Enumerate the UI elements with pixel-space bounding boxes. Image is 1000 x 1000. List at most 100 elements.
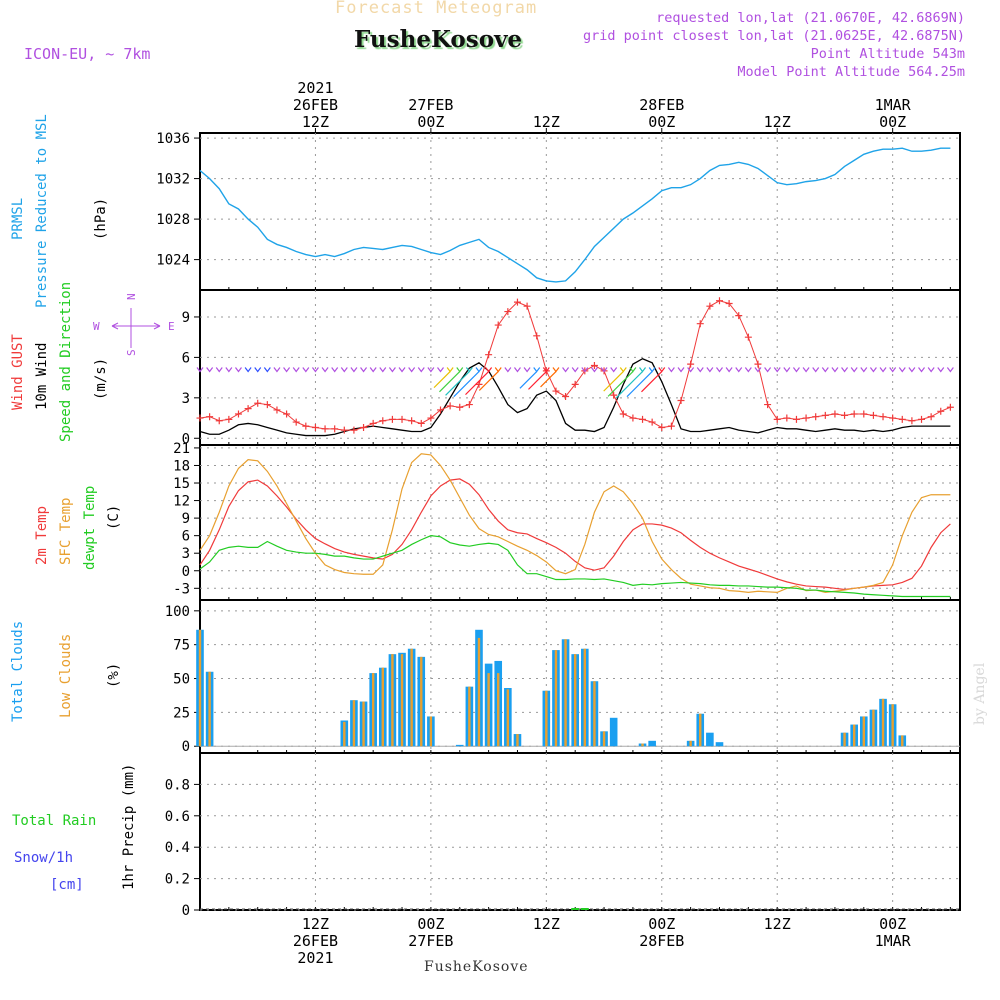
low-clouds-bar <box>901 735 904 747</box>
wind-10m-label: 10m Wind <box>34 343 50 410</box>
low-clouds-bar <box>872 709 875 747</box>
wind-gust-point <box>552 387 560 395</box>
temp-2m-label: 2m Temp <box>34 506 50 565</box>
bottom-time-label: 28FEB <box>639 932 684 950</box>
wind-gust-point <box>821 411 829 419</box>
wind-gust-point <box>937 407 945 415</box>
bottom-time-label: 12Z <box>302 915 329 933</box>
wind-direction-marker <box>658 367 666 373</box>
wind-direction-marker <box>619 367 627 373</box>
precipitation-ytick-label: 0 <box>182 903 190 919</box>
wind-direction-marker <box>379 367 387 373</box>
wind-gust-point <box>523 302 531 310</box>
wind-direction-marker <box>696 367 704 373</box>
wind-gust-point <box>841 411 849 419</box>
watermark: by Angel <box>972 662 988 725</box>
wind-direction-marker <box>504 367 512 373</box>
wind-gust-point <box>398 415 406 423</box>
low-clouds-bar <box>506 689 510 747</box>
pressure-ytick-label: 1024 <box>156 253 190 269</box>
point-altitude: Point Altitude 543m <box>810 46 965 62</box>
compass-west: W <box>93 320 100 333</box>
wind-direction-marker <box>744 367 752 373</box>
wind-speed-direction-label: Speed and Direction <box>58 282 74 442</box>
low-clouds-bar <box>545 690 548 747</box>
wind-direction-marker <box>735 367 743 373</box>
wind-direction-marker <box>879 367 887 373</box>
clouds-ytick-label: 50 <box>173 672 190 688</box>
wind-direction-marker <box>841 367 849 373</box>
low-clouds-bar <box>477 637 481 747</box>
precipitation-ytick-label: 0.6 <box>165 809 190 825</box>
temp-dewpt-line <box>199 535 951 598</box>
wind-direction-arrow <box>615 371 643 399</box>
wind-gust-point <box>408 417 416 425</box>
wind-gust-point <box>437 406 445 414</box>
wind-gust-point <box>292 418 300 426</box>
clouds-unit-label: (%) <box>106 663 122 688</box>
wind-direction-arrow <box>478 371 499 391</box>
temperature-ytick-label: 18 <box>173 458 190 474</box>
low-clouds-bar <box>391 654 394 747</box>
wind-direction-marker <box>706 367 714 373</box>
wind-direction-marker <box>254 367 262 373</box>
wind-gust-point <box>369 419 377 427</box>
wind-gust-point <box>465 401 473 409</box>
wind-gust-line <box>199 300 951 431</box>
wind-direction-marker <box>764 367 772 373</box>
wind-gust-point <box>677 397 685 405</box>
low-clouds-bar <box>362 701 365 747</box>
low-clouds-bar <box>583 648 587 747</box>
wind-gust-point <box>571 380 579 388</box>
low-clouds-bar <box>881 698 885 747</box>
wind-gust-point <box>706 302 714 310</box>
wind-direction-arrow <box>540 371 557 388</box>
temperature-ytick-label: 21 <box>173 441 190 457</box>
footer-location: FusheKosove <box>424 959 529 975</box>
pressure-ytick-label: 1036 <box>156 131 190 147</box>
wind-direction-marker <box>369 367 377 373</box>
wind-direction-marker <box>283 367 291 373</box>
top-time-label: 12Z <box>764 113 791 131</box>
wind-direction-marker <box>513 367 521 373</box>
top-time-label: 2021 <box>297 79 333 97</box>
wind-gust-point <box>869 411 877 419</box>
bottom-time-label: 2021 <box>297 949 333 967</box>
rain-bar <box>571 908 580 910</box>
wind-direction-marker <box>590 367 598 373</box>
low-clouds-bar <box>689 740 692 747</box>
bottom-time-label: 00Z <box>879 915 906 933</box>
low-clouds-bar <box>198 629 202 747</box>
wind-gust-point <box>504 308 512 316</box>
wind-direction-arrow <box>607 371 634 397</box>
precipitation-ytick-label: 0.8 <box>165 777 190 793</box>
bottom-time-label: 12Z <box>764 915 791 933</box>
wind-direction-marker <box>196 367 204 373</box>
low-clouds-bar <box>554 650 558 747</box>
wind-gust-point <box>302 422 310 430</box>
wind-direction-marker <box>812 367 820 373</box>
wind-gust-point <box>946 403 954 411</box>
total-clouds-bar <box>609 717 618 747</box>
wind-gust-point <box>513 298 521 306</box>
low-clouds-bar <box>564 639 567 747</box>
pressure-line <box>199 147 951 283</box>
wind-gust-point <box>340 426 348 434</box>
precipitation-panel-frame <box>199 752 961 911</box>
wind-direction-marker <box>946 367 954 373</box>
wind-gust-point <box>417 419 425 427</box>
wind-gust-point <box>321 425 329 433</box>
wind-direction-marker <box>398 367 406 373</box>
low-clouds-bar <box>593 681 596 747</box>
wind-direction-marker <box>225 367 233 373</box>
pressure-label-prmsl: PRMSL <box>10 198 26 240</box>
bottom-time-label: 1MAR <box>875 932 912 950</box>
low-clouds-bar <box>400 654 404 747</box>
wind-gust-point <box>725 299 733 307</box>
compass-south: S <box>125 349 138 356</box>
wind-direction-marker <box>263 367 271 373</box>
wind-gust-label: Wind GUST <box>10 334 26 410</box>
wind-unit-label: (m/s) <box>93 358 109 400</box>
total-clouds-label: Total Clouds <box>10 621 26 722</box>
temperature-ytick-label: 15 <box>173 476 190 492</box>
